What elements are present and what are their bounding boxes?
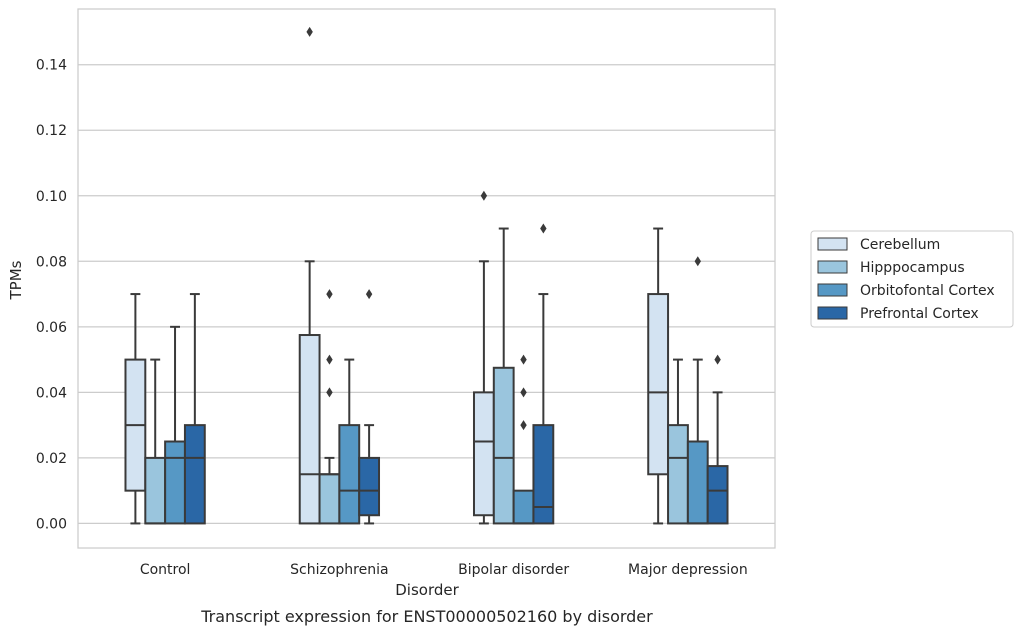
box-body (512, 489, 535, 525)
y-tick-label: 0.06 (36, 320, 67, 336)
box-0-1 (144, 358, 167, 525)
box-3-3 (706, 354, 729, 525)
box-body (647, 293, 670, 476)
box-3-1 (667, 358, 689, 525)
outlier-point (540, 223, 547, 234)
outlier-point (326, 289, 333, 300)
box-body (298, 334, 321, 525)
legend-label: Hipppocampus (860, 260, 965, 276)
box-0-3 (183, 293, 206, 525)
outlier-point (326, 387, 333, 398)
outlier-point (694, 256, 701, 267)
legend-label: Prefrontal Cortex (860, 306, 979, 322)
outlier-point (306, 26, 313, 37)
box-body (686, 440, 709, 525)
box-body (667, 424, 689, 525)
legend-swatch (817, 306, 848, 320)
outlier-point (520, 354, 527, 365)
box-1-0 (298, 26, 321, 525)
box-body (706, 465, 729, 525)
box-0-2 (164, 325, 186, 525)
legend-swatch (817, 237, 848, 251)
box-body (358, 456, 381, 517)
x-tick-labels: Control Schizophrenia Bipolar disorder Majo… (140, 562, 748, 578)
box-1-2 (338, 358, 361, 525)
x-axis-label: Disorder (395, 581, 459, 599)
outlier-point (714, 354, 721, 365)
box-body (472, 391, 495, 517)
box-body (492, 366, 515, 525)
box-body (164, 440, 186, 525)
y-tick-label: 0.02 (36, 451, 67, 467)
y-tick-label: 0.12 (36, 123, 67, 139)
plot-area-frame (77, 8, 776, 549)
legend-label: Orbitofontal Cortex (860, 283, 995, 299)
y-axis-label: TPMs (7, 260, 25, 300)
x-tick-label: Control (140, 562, 191, 578)
chart-caption: Transcript expression for ENST0000050216… (200, 607, 653, 626)
box-1-3 (358, 289, 381, 525)
y-tick-label: 0.14 (36, 58, 67, 74)
x-tick-label: Major depression (628, 562, 748, 578)
box-2-3 (532, 223, 555, 525)
legend-swatch (817, 283, 848, 297)
legend: Cerebellum Hipppocampus Orbitofontal Corte… (810, 230, 1014, 328)
box-body (338, 424, 361, 525)
box-2-1 (492, 227, 515, 525)
legend-swatch (817, 260, 848, 274)
outlier-point (520, 387, 527, 398)
x-tick-label: Bipolar disorder (458, 562, 569, 578)
outlier-point (365, 289, 373, 300)
box-body (183, 424, 206, 525)
box-body (144, 456, 167, 525)
box-body (532, 424, 555, 525)
box-2-0 (472, 190, 495, 525)
y-tick-labels: 0.00 0.02 0.04 0.06 0.08 0.10 0.12 0.14 (36, 58, 67, 533)
outlier-point (326, 354, 333, 365)
outlier-point (480, 190, 488, 201)
x-tick-label: Schizophrenia (290, 562, 388, 578)
box-3-0 (647, 227, 670, 525)
outlier-point (520, 420, 527, 431)
y-tick-label: 0.04 (36, 385, 67, 401)
y-tick-label: 0.00 (36, 516, 67, 532)
y-tick-label: 0.10 (36, 189, 67, 205)
legend-frame (810, 230, 1014, 328)
box-0-0 (124, 293, 147, 525)
boxes (124, 26, 729, 525)
box-body (318, 473, 341, 525)
box-2-2 (512, 354, 535, 525)
y-tick-label: 0.08 (36, 254, 67, 270)
legend-label: Cerebellum (860, 237, 940, 253)
box-1-1 (318, 289, 341, 525)
box-3-2 (686, 256, 709, 525)
